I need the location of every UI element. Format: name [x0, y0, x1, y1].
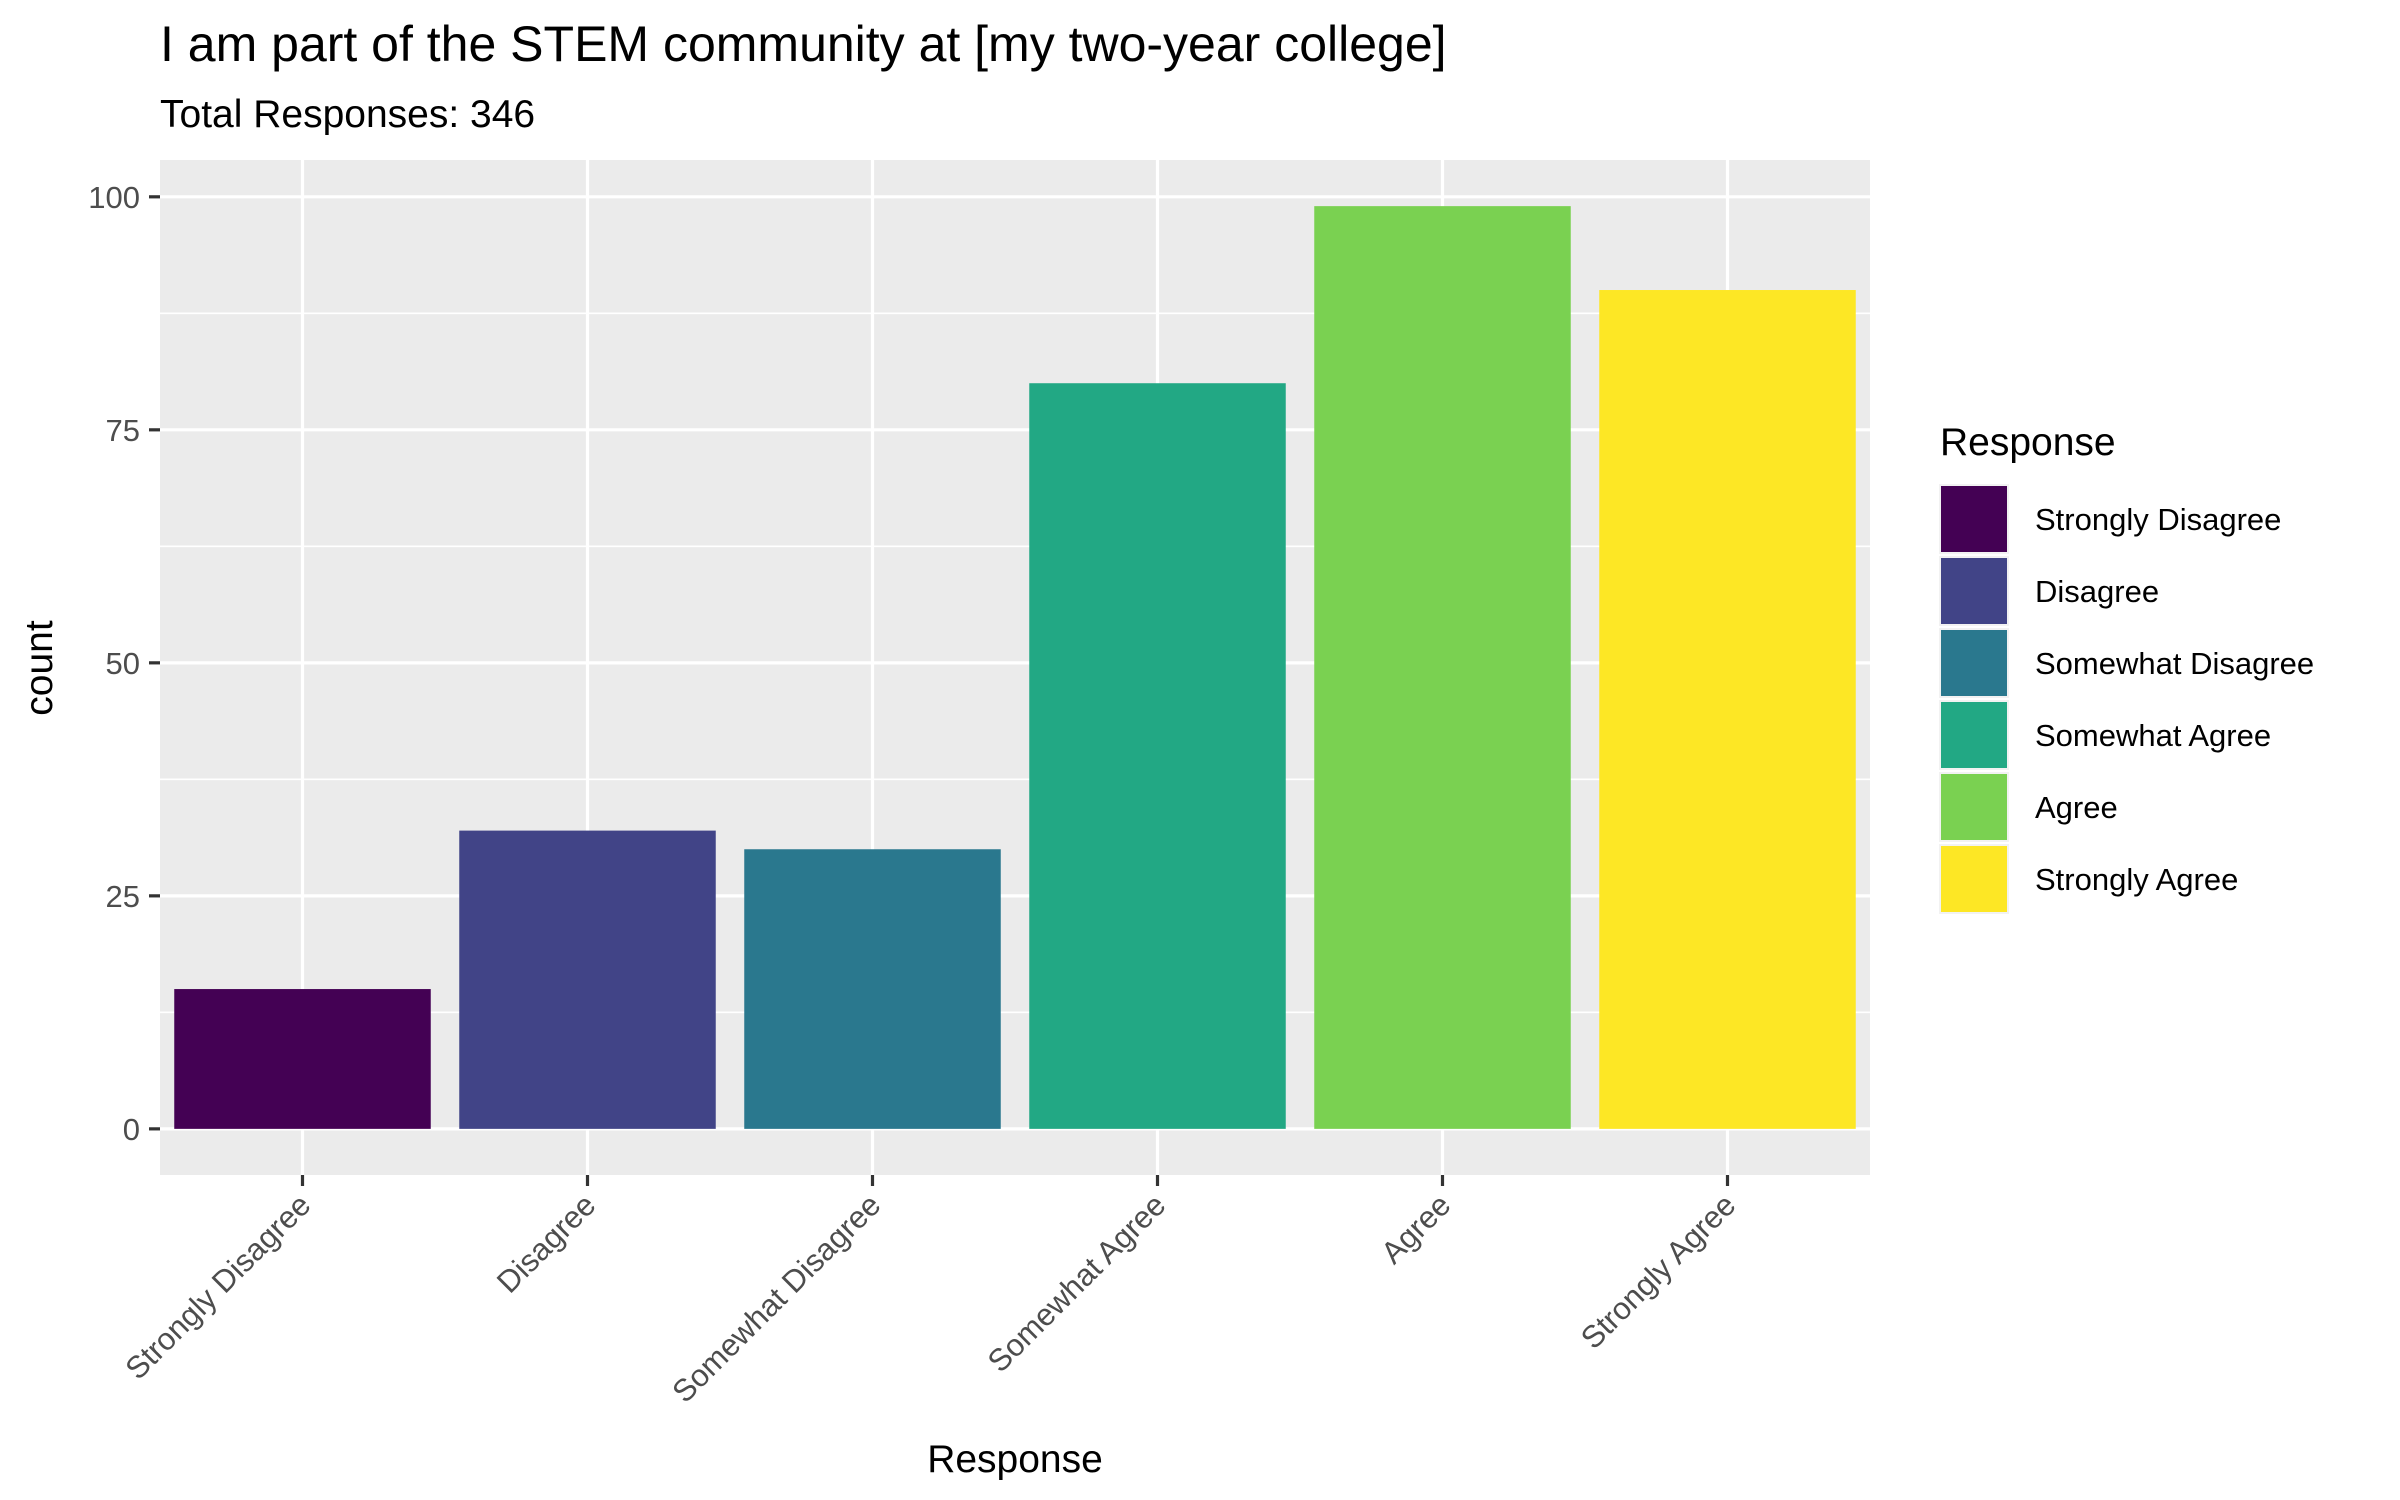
x-tick-label: Strongly Agree: [1574, 1187, 1743, 1356]
x-axis: Strongly Disagree Disagree Somewhat Disagr…: [118, 1175, 1742, 1409]
chart-subtitle: Total Responses: 346: [160, 93, 535, 136]
legend-key: [1939, 772, 2009, 842]
legend-label: Somewhat Agree: [2035, 718, 2271, 753]
legend-key: [1939, 700, 2009, 770]
grid-minor: [160, 312, 1870, 1014]
legend: Response Strongly Disagree Disagree Somewh…: [1939, 421, 2314, 914]
legend-key: [1939, 556, 2009, 626]
y-tick-label: 25: [106, 879, 140, 914]
y-tick-label: 100: [88, 180, 140, 215]
x-axis-title: Response: [927, 1438, 1103, 1481]
y-axis: 0 25 50 75 100: [88, 180, 160, 1147]
y-tick-label: 75: [106, 413, 140, 448]
bar-somewhat-disagree: [744, 849, 1001, 1129]
y-tick-label: 50: [106, 646, 140, 681]
bar-strongly-disagree: [174, 989, 431, 1129]
y-tick-label: 0: [123, 1112, 140, 1147]
legend-key: [1939, 628, 2009, 698]
legend-key: [1939, 484, 2009, 554]
bar-agree: [1314, 206, 1571, 1129]
legend-label: Strongly Disagree: [2035, 502, 2281, 537]
x-tick-label: Agree: [1374, 1187, 1457, 1270]
legend-label: Disagree: [2035, 574, 2159, 609]
x-tick-label: Somewhat Agree: [981, 1187, 1173, 1379]
bar-somewhat-agree: [1029, 383, 1286, 1129]
bar-disagree: [459, 830, 716, 1129]
legend-key: [1939, 844, 2009, 914]
x-tick-label: Somewhat Disagree: [665, 1187, 887, 1409]
plot-panel: [160, 160, 1870, 1175]
x-tick-label: Strongly Disagree: [118, 1187, 317, 1386]
y-axis-title: count: [18, 620, 61, 716]
legend-items: Strongly Disagree Disagree Somewhat Disagr…: [1939, 484, 2314, 914]
legend-label: Somewhat Disagree: [2035, 646, 2314, 681]
x-tick-label: Disagree: [490, 1187, 602, 1299]
chart-title: I am part of the STEM community at [my t…: [160, 16, 1447, 72]
bars: [174, 206, 1856, 1129]
legend-title: Response: [1940, 421, 2116, 464]
bar-strongly-agree: [1599, 290, 1856, 1129]
legend-label: Agree: [2035, 790, 2118, 825]
legend-label: Strongly Agree: [2035, 862, 2238, 897]
